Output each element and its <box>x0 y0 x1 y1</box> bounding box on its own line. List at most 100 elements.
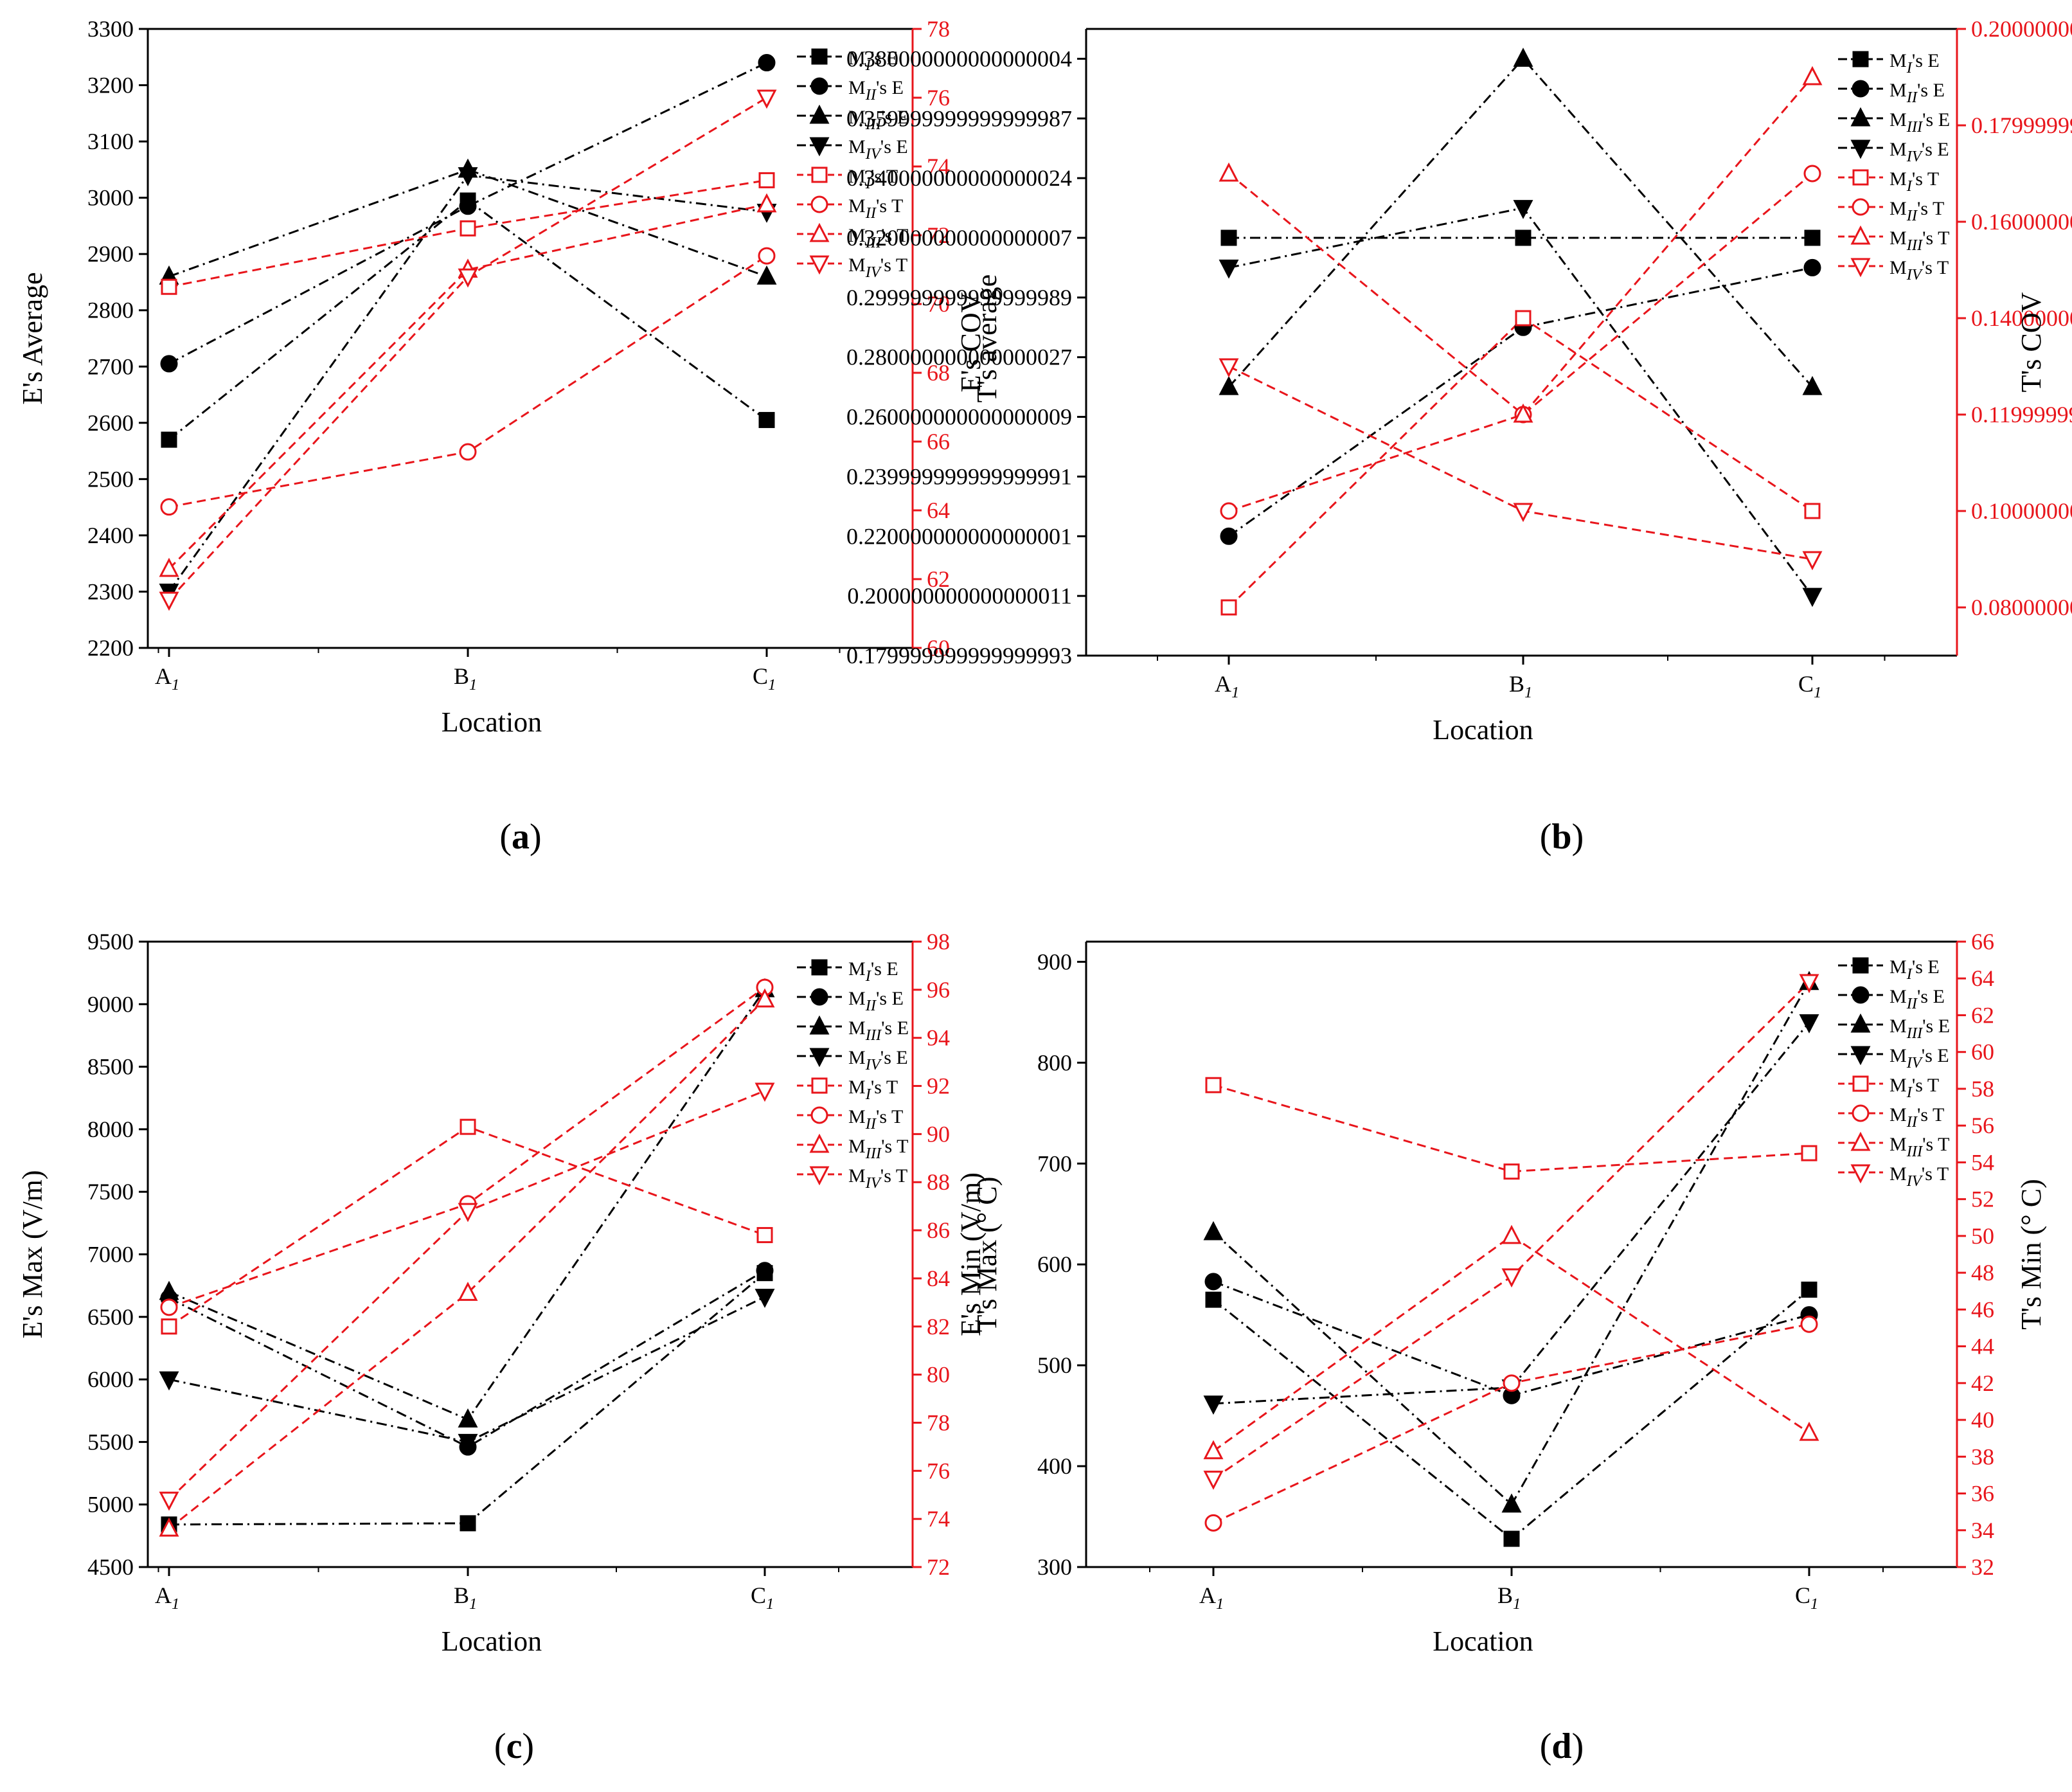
left-tick-label: 0.239999999999999991 <box>846 463 1072 489</box>
legend-marker <box>1852 51 1869 67</box>
left-tick-label: 8000 <box>87 1116 134 1142</box>
marker-t-1 <box>1515 310 1532 327</box>
marker-t-4 <box>1203 1471 1224 1490</box>
legend-label: MII's T <box>848 1106 903 1133</box>
legend-marker <box>1850 107 1871 127</box>
left-tick-label: 600 <box>1037 1251 1072 1277</box>
series-line-t-3 <box>168 998 766 1530</box>
legend-label: MII's T <box>1889 198 1944 224</box>
right-tick-label: 0.080000000000000002 <box>1971 595 2072 620</box>
marker-t-2 <box>160 1298 178 1316</box>
legend-marker <box>1852 986 1870 1004</box>
right-tick-label: 74 <box>927 154 950 179</box>
right-tick-label: 46 <box>1971 1296 1994 1322</box>
legend-marker <box>1850 1013 1871 1033</box>
left-axis-label: E's Min (V/m) <box>955 1172 987 1336</box>
right-tick-label: 0.160000000000000003 <box>1971 209 2072 235</box>
marker-e-1 <box>460 1515 476 1532</box>
marker-e-2 <box>1803 258 1821 276</box>
marker-t-1 <box>1804 503 1821 519</box>
legend-label: MIV's T <box>1889 1163 1949 1190</box>
left-tick-label: 2300 <box>87 578 134 604</box>
left-tick-label: 2800 <box>87 298 134 323</box>
right-tick-label: 96 <box>927 977 950 1003</box>
panel-d: 300 400 500 600 700 800 900 32 34 36 38 40 42 44 46 48 5… <box>955 929 2047 1766</box>
legend-marker <box>809 255 830 275</box>
left-tick-label: 0.320000000000000007 <box>846 225 1072 251</box>
legend-label: MI's T <box>1889 1075 1939 1101</box>
left-tick-label: 9000 <box>87 991 134 1017</box>
marker-e-3 <box>1219 375 1239 395</box>
marker-e-2 <box>1220 527 1238 545</box>
marker-e-4 <box>1513 200 1533 219</box>
left-tick-label: 500 <box>1037 1352 1072 1378</box>
marker-t-4 <box>159 591 179 611</box>
marker-e-4 <box>458 167 478 186</box>
marker-t-1 <box>161 1318 177 1335</box>
legend-marker <box>809 1015 830 1035</box>
x-axis-label: Location <box>1433 714 1533 746</box>
right-tick-label: 40 <box>1971 1407 1994 1433</box>
legend-marker <box>1852 957 1869 974</box>
marker-t-3 <box>458 1282 478 1301</box>
right-tick-label: 78 <box>927 16 950 42</box>
marker-t-3 <box>1203 1440 1224 1460</box>
right-tick-label: 52 <box>1971 1187 1994 1212</box>
left-axis-label: E's COV <box>955 292 987 392</box>
marker-t-4 <box>1219 358 1239 378</box>
right-tick-label: 94 <box>927 1025 950 1051</box>
marker-e-3 <box>1513 48 1533 67</box>
left-tick-label: 0.380000000000000004 <box>846 46 1072 71</box>
x-tick-label: A1 <box>155 1582 179 1613</box>
legend-label: MII's E <box>1889 80 1945 106</box>
legend-marker <box>1850 1046 1871 1066</box>
marker-t-2 <box>1204 1514 1222 1532</box>
left-tick-label: 800 <box>1037 1050 1072 1075</box>
right-tick-label: 0.119999999999999996 <box>1971 402 2072 427</box>
legend-marker <box>1852 198 1870 216</box>
marker-t-4 <box>755 1082 775 1102</box>
legend-label: MIII's E <box>848 107 909 133</box>
legend-label: MI's T <box>848 1077 898 1103</box>
marker-t-1 <box>1205 1077 1222 1093</box>
legend-marker <box>809 137 830 157</box>
legend-label: MIV's E <box>848 136 908 163</box>
left-axis-label: E's Max (V/m) <box>17 1170 48 1338</box>
left-tick-label: 7000 <box>87 1242 134 1268</box>
left-tick-label: 4500 <box>87 1554 134 1580</box>
marker-e-2 <box>756 1262 774 1280</box>
left-tick-label: 2500 <box>87 466 134 492</box>
legend-label: MIII's T <box>1889 228 1950 254</box>
marker-t-2 <box>1503 1374 1521 1392</box>
marker-t-1 <box>1503 1163 1520 1180</box>
left-tick-label: 0.340000000000000024 <box>846 165 1072 191</box>
legend-marker <box>811 959 828 976</box>
marker-t-4 <box>756 89 777 109</box>
legend-label: MI's T <box>848 166 898 192</box>
marker-t-1 <box>1220 599 1237 616</box>
right-tick-label: 60 <box>1971 1039 1994 1065</box>
marker-t-3 <box>1219 162 1239 182</box>
marker-t-3 <box>756 193 777 213</box>
right-tick-label: 64 <box>1971 965 1994 991</box>
legend-marker <box>810 195 828 213</box>
marker-e-3 <box>1802 375 1823 395</box>
marker-e-2 <box>160 355 178 373</box>
marker-e-4 <box>1799 1014 1819 1034</box>
x-axis-label: Location <box>1433 1626 1533 1657</box>
left-tick-label: 0.359999999999999987 <box>846 105 1072 131</box>
legend-label: MII's T <box>1889 1104 1944 1131</box>
marker-t-1 <box>1801 1145 1817 1161</box>
marker-t-4 <box>1799 974 1819 994</box>
legend-marker <box>1852 1104 1870 1122</box>
left-tick-label: 700 <box>1037 1151 1072 1176</box>
right-tick-label: 92 <box>927 1073 950 1099</box>
right-axis-label: T's COV <box>2015 292 2047 392</box>
left-tick-label: 2700 <box>87 354 134 379</box>
marker-e-4 <box>1203 1395 1224 1415</box>
right-tick-label: 32 <box>1971 1554 1994 1580</box>
panel-caption: (d) <box>1540 1726 1584 1766</box>
marker-e-1 <box>758 411 775 428</box>
marker-e-4 <box>755 1289 775 1308</box>
